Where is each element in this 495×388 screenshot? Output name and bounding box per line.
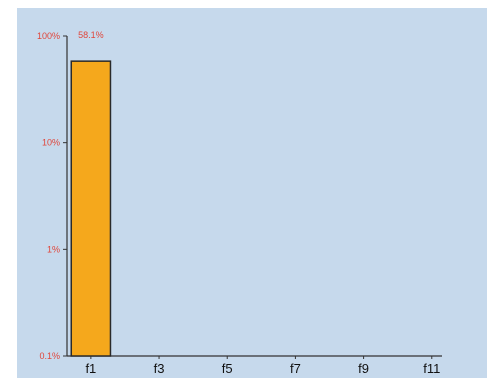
chart-area: 0.1% 1% 10% 100% 58.1% f1 f3 f5 f7 f9 f11 <box>17 8 487 378</box>
data-label-f1: 58.1% <box>78 30 104 40</box>
y-tick-label: 100% <box>37 31 60 41</box>
bars: 58.1% <box>70 30 112 357</box>
y-tick-label: 10% <box>42 138 60 148</box>
x-tick-label: f5 <box>222 361 233 376</box>
x-tick-label: f7 <box>290 361 301 376</box>
bar-chart: 0.1% 1% 10% 100% 58.1% f1 f3 f5 f7 f9 f11 <box>37 30 442 376</box>
x-tick-label: f1 <box>85 361 96 376</box>
bar-f1 <box>70 60 112 357</box>
y-tick-label: 1% <box>47 244 60 254</box>
y-axis-ticks: 0.1% 1% 10% 100% <box>37 31 67 361</box>
x-tick-label: f11 <box>423 361 440 376</box>
y-tick-label: 0.1% <box>39 351 60 361</box>
x-axis-ticks: f1 f3 f5 f7 f9 f11 <box>85 356 440 376</box>
x-tick-label: f9 <box>358 361 369 376</box>
x-tick-label: f3 <box>154 361 165 376</box>
